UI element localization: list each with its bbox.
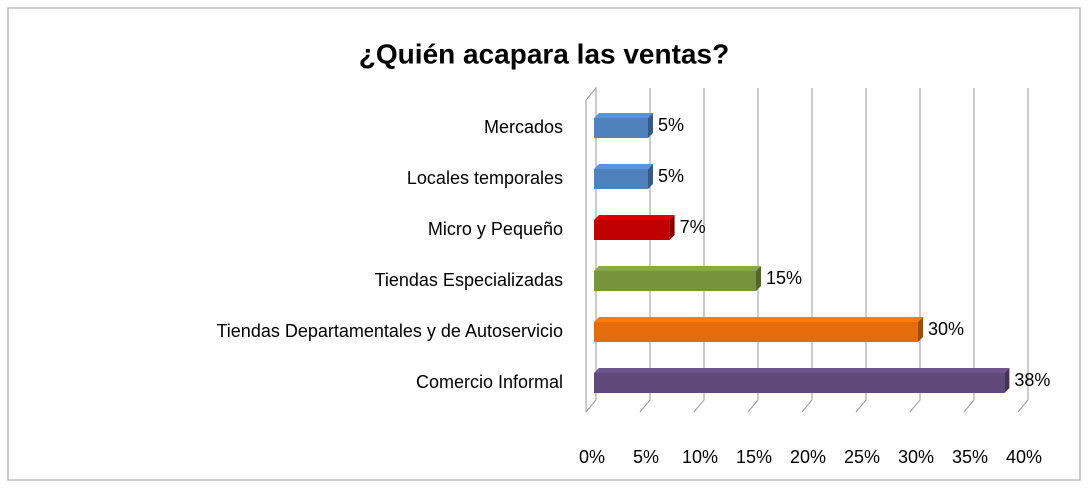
bar-side bbox=[756, 266, 761, 291]
bar-side bbox=[648, 164, 653, 189]
bar-top bbox=[594, 317, 923, 322]
x-tick-label: 25% bbox=[844, 447, 880, 467]
value-label: 38% bbox=[1014, 370, 1050, 390]
category-label: Mercados bbox=[484, 117, 563, 137]
bar-top bbox=[594, 164, 653, 169]
bar bbox=[594, 373, 1005, 393]
grid-line bbox=[909, 88, 921, 413]
value-label: 5% bbox=[658, 115, 684, 135]
grid-line bbox=[693, 88, 705, 413]
bar-top bbox=[594, 266, 761, 271]
x-tick-label: 10% bbox=[682, 447, 718, 467]
category-label: Tiendas Departamentales y de Autoservici… bbox=[216, 321, 563, 341]
bar bbox=[594, 169, 648, 189]
x-tick-label: 40% bbox=[1006, 447, 1042, 467]
chart-border bbox=[7, 7, 1081, 481]
value-label: 15% bbox=[766, 268, 802, 288]
grid-line bbox=[963, 88, 975, 413]
bar-side bbox=[648, 113, 653, 138]
chart-title: ¿Quién acapara las ventas? bbox=[359, 38, 729, 69]
grid-line bbox=[747, 88, 759, 413]
value-label: 30% bbox=[928, 319, 964, 339]
grid-line bbox=[801, 88, 813, 413]
bar bbox=[594, 220, 670, 240]
x-tick-label: 35% bbox=[952, 447, 988, 467]
x-tick-label: 20% bbox=[790, 447, 826, 467]
x-tick-label: 0% bbox=[579, 447, 605, 467]
x-tick-label: 15% bbox=[736, 447, 772, 467]
category-label: Comercio Informal bbox=[416, 372, 563, 392]
category-label: Locales temporales bbox=[407, 168, 563, 188]
bar bbox=[594, 118, 648, 138]
bar-side bbox=[1004, 368, 1010, 393]
grid-line bbox=[585, 88, 597, 413]
bar-top bbox=[594, 113, 653, 118]
bar-side bbox=[918, 317, 923, 342]
category-label: Tiendas Especializadas bbox=[375, 270, 563, 290]
x-tick-label: 30% bbox=[898, 447, 934, 467]
bar bbox=[594, 271, 756, 291]
value-label: 5% bbox=[658, 166, 684, 186]
grid-line bbox=[639, 88, 651, 413]
category-label: Micro y Pequeño bbox=[428, 219, 563, 239]
grid-line bbox=[855, 88, 867, 413]
value-label: 7% bbox=[680, 217, 706, 237]
grid-line bbox=[1017, 88, 1029, 413]
x-tick-label: 5% bbox=[633, 447, 659, 467]
bar-top bbox=[594, 215, 675, 220]
bar-top bbox=[594, 368, 1010, 373]
bar-side bbox=[669, 215, 675, 240]
bar bbox=[594, 322, 918, 342]
